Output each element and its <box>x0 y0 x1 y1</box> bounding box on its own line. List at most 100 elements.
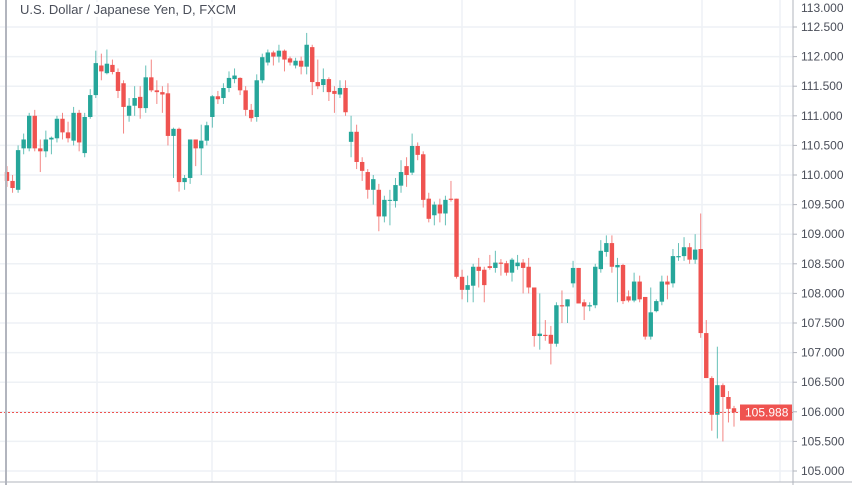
candle-body <box>371 179 376 190</box>
candle <box>482 266 487 303</box>
candle-body <box>593 266 598 306</box>
candle <box>326 77 332 101</box>
candle-body <box>382 199 387 217</box>
candle-body <box>21 139 26 149</box>
candle <box>88 89 93 119</box>
candle-body <box>415 145 420 155</box>
candle-body <box>704 333 709 379</box>
candle <box>199 124 204 175</box>
last-price-label: 105.988 <box>740 404 792 421</box>
candle-body <box>504 263 509 273</box>
candle <box>487 254 493 270</box>
candle <box>237 77 243 96</box>
y-tick-label: 105.000 <box>801 464 845 478</box>
y-tick-label: 112.500 <box>801 20 844 34</box>
candle <box>182 175 187 190</box>
candle-body <box>176 128 182 183</box>
candle <box>676 243 681 261</box>
candle <box>443 195 448 226</box>
candle <box>359 157 365 181</box>
candle <box>187 139 193 184</box>
candle <box>115 68 121 99</box>
candle <box>298 56 304 75</box>
candle-body <box>54 118 60 139</box>
candle <box>659 275 665 306</box>
y-tick-label: 106.000 <box>801 405 845 419</box>
chart-title: U.S. Dollar / Japanese Yen, D, FXCM <box>18 2 239 17</box>
y-tick-label: 108.000 <box>801 286 845 300</box>
y-tick-label: 109.000 <box>801 227 845 241</box>
candle <box>82 112 87 158</box>
candle <box>254 74 259 122</box>
candle-body <box>298 60 304 67</box>
candle <box>149 59 154 93</box>
candle <box>459 269 465 300</box>
candle <box>698 213 703 338</box>
candle-body <box>659 281 665 302</box>
candle-body <box>143 77 148 109</box>
candle-body <box>715 385 720 415</box>
candle <box>409 133 415 175</box>
candle <box>421 151 426 208</box>
candle-body <box>631 281 637 301</box>
candle-body <box>49 137 54 140</box>
candle <box>537 293 542 350</box>
candle-body <box>193 139 198 149</box>
candle <box>243 86 248 116</box>
candle-body <box>598 250 604 270</box>
candle-body <box>337 87 343 95</box>
y-tick-label: 113.000 <box>801 1 844 15</box>
candle-body <box>443 199 448 214</box>
candle-body <box>476 266 481 271</box>
candle-body <box>182 177 187 183</box>
candle-body <box>698 249 703 334</box>
y-tick-label: 110.500 <box>801 138 844 152</box>
candle-body <box>615 264 620 268</box>
candle <box>132 86 137 116</box>
price-axis[interactable]: 105.000 105.500 106.000 106.500 107.000 107.5… <box>793 0 845 478</box>
candle-body <box>82 116 87 154</box>
candle <box>493 250 498 273</box>
candle-body <box>537 333 542 337</box>
candle-body <box>437 204 443 214</box>
candle-body <box>465 285 470 290</box>
candle-body <box>210 96 215 117</box>
candle-body <box>515 262 520 267</box>
candle-body <box>648 312 653 337</box>
candle <box>76 109 82 152</box>
candle <box>559 290 565 323</box>
candle-body <box>720 385 726 397</box>
y-tick-label: 111.000 <box>801 109 843 123</box>
candle <box>260 53 265 84</box>
candle-body <box>448 198 454 200</box>
candle-body <box>654 301 659 312</box>
candle-body <box>282 50 287 60</box>
candle-body <box>310 47 315 83</box>
candle-body <box>160 92 165 95</box>
candle <box>43 130 49 158</box>
candle <box>715 346 720 439</box>
candle <box>265 49 271 66</box>
candle <box>631 272 637 303</box>
candle <box>65 121 71 143</box>
candle <box>232 68 237 84</box>
candle <box>310 44 315 96</box>
candle-body <box>104 63 110 74</box>
candles <box>4 32 737 442</box>
candle <box>365 169 370 199</box>
candle-body <box>65 132 71 139</box>
candle <box>681 237 687 261</box>
candle-body <box>121 83 126 107</box>
candle <box>321 68 326 93</box>
candle-body <box>365 172 370 190</box>
candle-body <box>726 397 731 409</box>
candle-body <box>665 281 670 285</box>
candle <box>126 98 132 122</box>
candle-body <box>10 180 15 189</box>
candle <box>393 177 398 208</box>
candle <box>637 275 642 303</box>
candle-body <box>187 139 193 178</box>
candle-body <box>260 57 265 81</box>
candle <box>315 59 320 90</box>
candle-body <box>421 154 426 200</box>
